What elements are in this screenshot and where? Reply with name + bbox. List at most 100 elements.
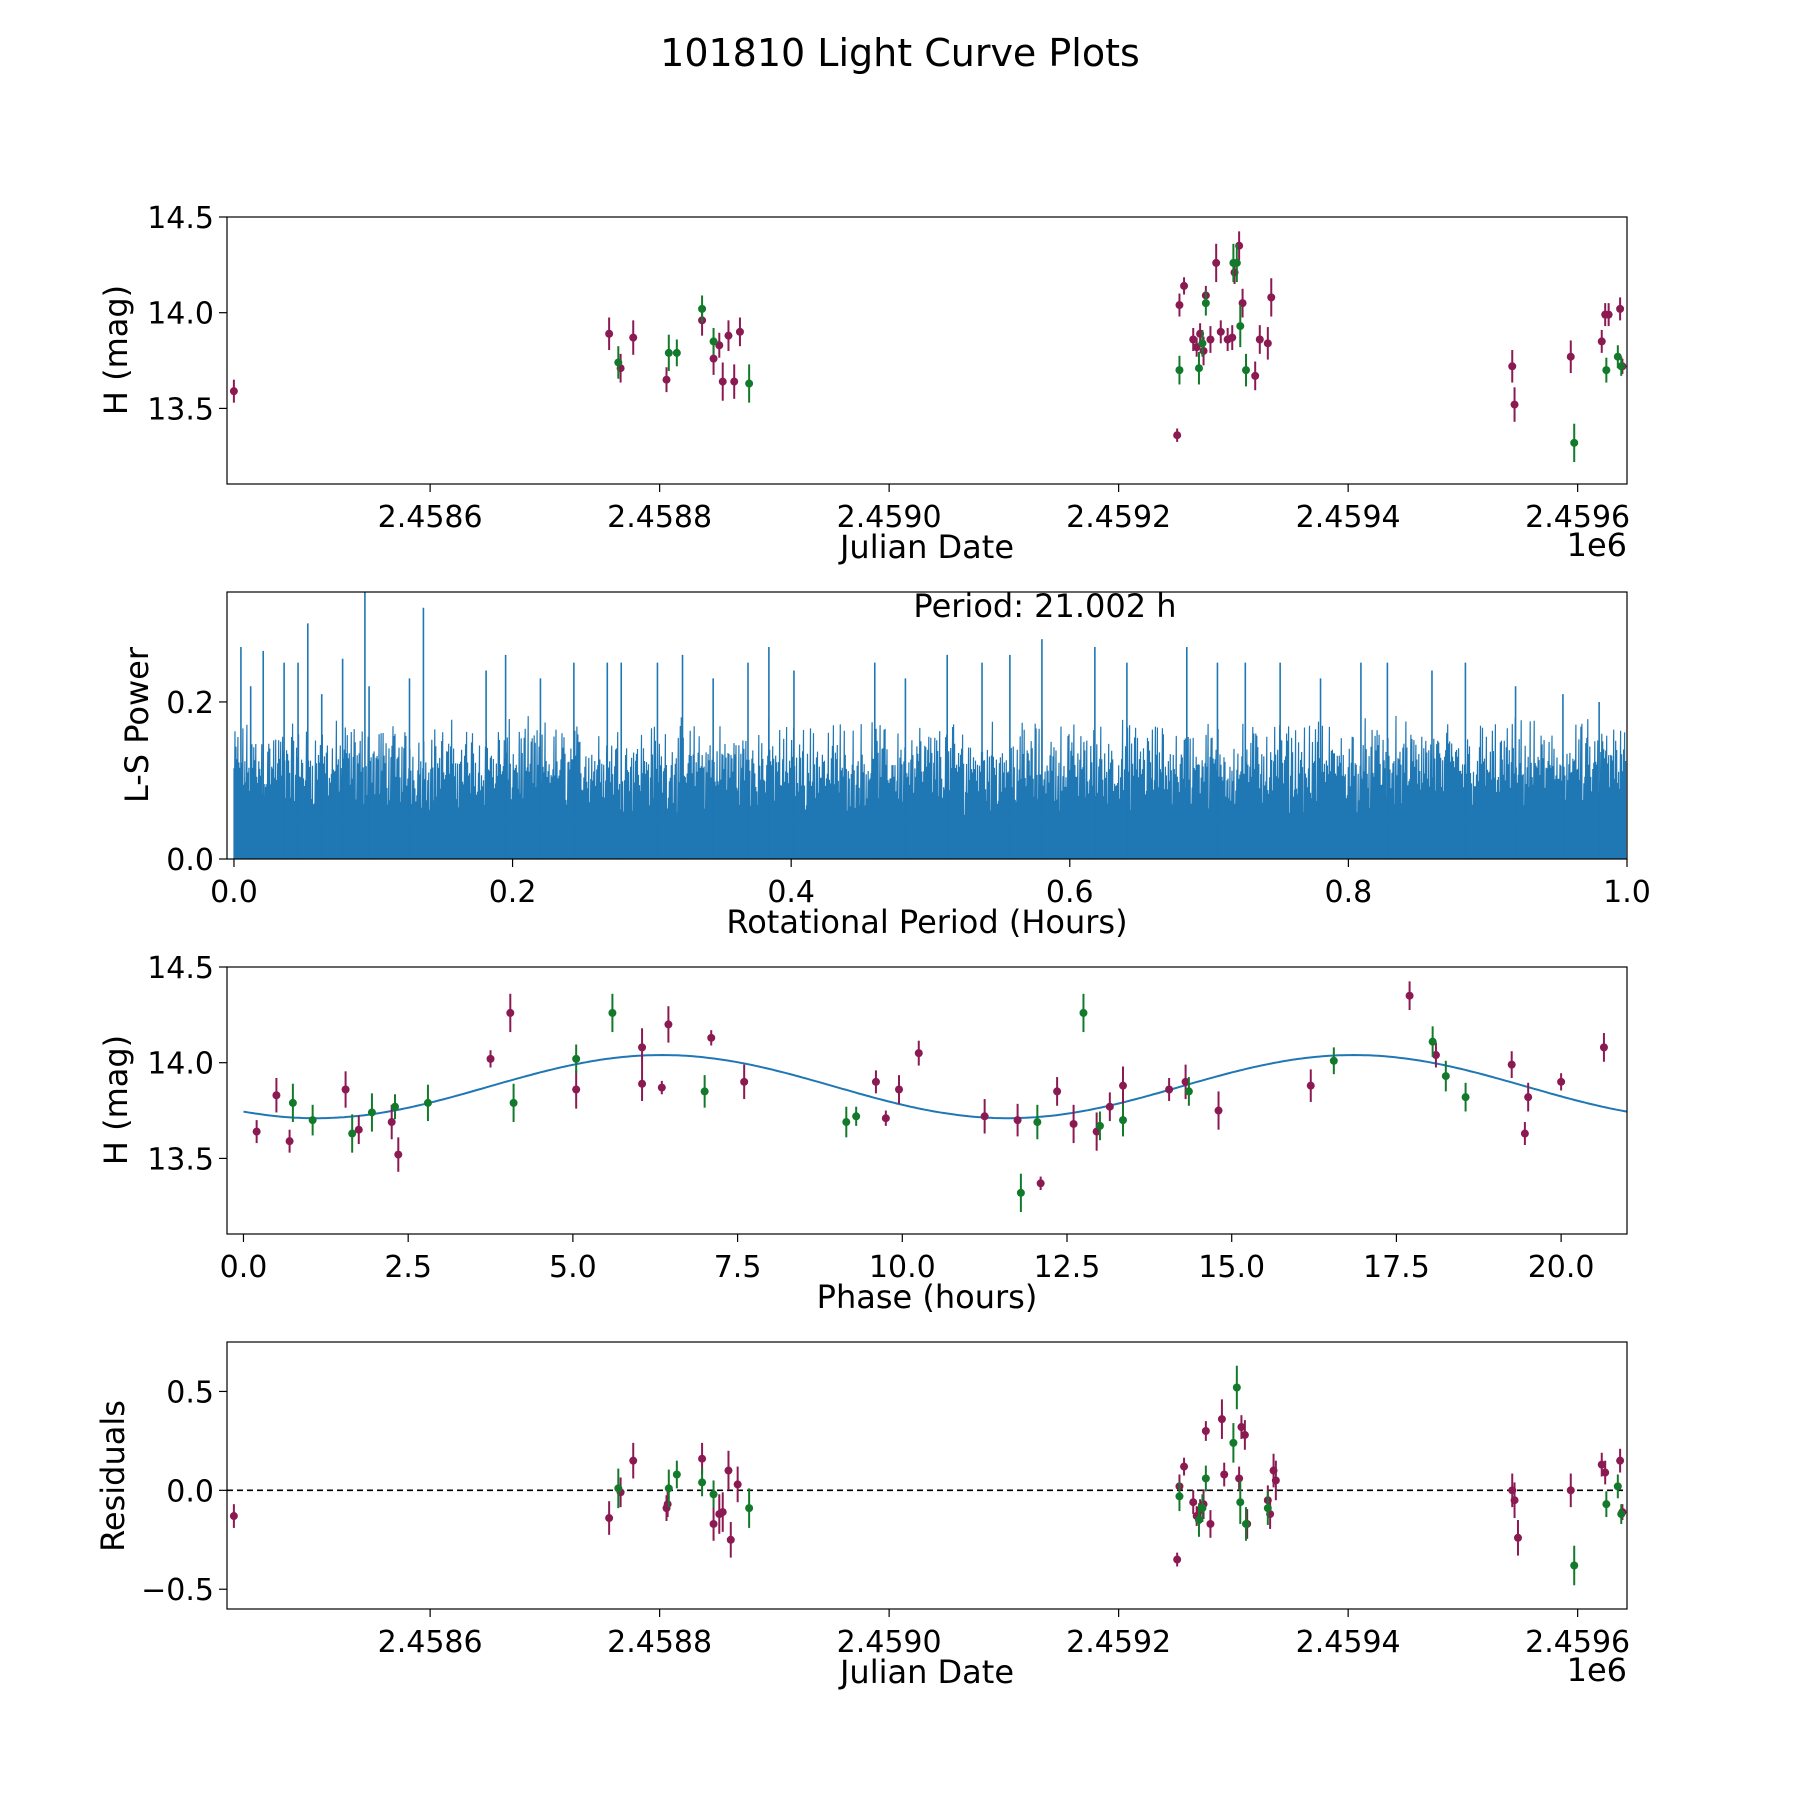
lightcurve-xtick-label: 2.4594 [1296,500,1401,535]
phased-xtick-label: 5.0 [549,1250,597,1285]
lightcurve-xtick-label: 2.4592 [1066,500,1171,535]
lightcurve-xtick-label: 2.4590 [837,500,942,535]
lightcurve-point-red [724,331,733,340]
lightcurve-point-red [1175,301,1184,310]
residuals-point-red [698,1454,707,1463]
residuals-point-green [1570,1561,1579,1570]
phased-point-red [1181,1077,1190,1086]
residuals-point-green [1198,1504,1207,1513]
residuals-point-red [1510,1496,1519,1505]
lightcurve-point-red [730,377,739,386]
phased-point-red [664,1020,673,1029]
residuals-point-green [698,1478,707,1487]
phased-xtick-label: 0.0 [220,1250,268,1285]
residuals-point-green [1201,1474,1210,1483]
lightcurve-point-red [1189,335,1198,344]
lightcurve-point-red [1597,337,1606,346]
lightcurve-xlabel: Julian Date [838,528,1014,566]
periodogram-xtick-label: 0.0 [210,875,258,910]
residuals-point-green [614,1484,623,1493]
residuals-point-red [1173,1555,1182,1564]
residuals-point-red [724,1466,733,1475]
residuals-point-green [1263,1504,1272,1513]
residuals-point-red [663,1500,672,1509]
phased-point-green [288,1098,297,1107]
phased-point-red [354,1125,363,1134]
residuals-point-red [1180,1462,1189,1471]
residuals-panel: 2.4586 2.4588 2.4590 2.4592 2.4594 2.4596 −0.5… [94,1341,1630,1691]
lightcurve-point-red [1267,293,1276,302]
lightcurve-point-red [1216,327,1225,336]
lightcurve-point-green [1236,322,1245,331]
phased-point-red [638,1043,647,1052]
residuals-point-red [1597,1460,1606,1469]
phased-point-green [842,1118,851,1127]
lightcurve-ytick-label: 14.0 [147,297,214,332]
residuals-data [227,1365,1627,1586]
lightcurve-point-green [1570,438,1579,447]
lightcurve-point-green [1613,352,1622,361]
lightcurve-point-red [1192,343,1201,352]
residuals-point-red [733,1480,742,1489]
lightcurve-point-red [715,341,724,350]
lightcurve-point-red [1604,310,1613,319]
phased-point-red [486,1054,495,1063]
phased-point-green [509,1098,518,1107]
lightcurve-point-green [1602,366,1611,375]
residuals-frame [226,1341,1628,1610]
residuals-ylabel: Residuals [94,1400,132,1552]
periodogram-spectrum [233,715,1627,860]
lightcurve-point-red [1255,335,1264,344]
phased-xtick-label: 7.5 [714,1250,762,1285]
periodogram-xtick-label: 0.8 [1325,875,1373,910]
lightcurve-point-red [605,329,614,338]
phased-point-red [1520,1129,1529,1138]
residuals-point-red [1237,1423,1246,1432]
residuals-point-green [1613,1482,1622,1491]
phased-point-green [1329,1056,1338,1065]
phased-ytick-label: 14.0 [147,1047,214,1082]
lightcurve-point-red [1251,371,1260,380]
residuals-point-green [745,1504,754,1513]
residuals-xtick-label: 2.4588 [607,1625,712,1660]
phased-point-red [871,1077,880,1086]
lightcurve-point-red [1228,333,1237,342]
residuals-point-red [718,1508,727,1517]
phased-point-green [700,1087,709,1096]
residuals-ytick-label: 0.0 [166,1474,214,1509]
lightcurve-axes: 2.4586 2.4588 2.4590 2.4592 2.4594 2.4596 13.5… [147,201,1630,535]
lightcurve-ytick-label: 13.5 [147,392,214,427]
phased-xtick-label: 15.0 [1198,1250,1265,1285]
residuals-point-red [605,1514,614,1523]
residuals-point-red [1206,1519,1215,1528]
residuals-point-green [1617,1510,1626,1519]
phased-point-red [387,1118,396,1127]
lightcurve-point-red [1510,400,1519,409]
lightcurve-point-green [1198,339,1207,348]
residuals-point-red [229,1512,238,1521]
lightcurve-point-green [1242,366,1251,375]
residuals-point-red [629,1456,638,1465]
lightcurve-point-green [745,379,754,388]
figure-title: 101810 Light Curve Plots [660,31,1140,75]
phased-data [243,981,1628,1212]
phased-point-red [1557,1077,1566,1086]
residuals-xtick-label: 2.4586 [378,1625,483,1660]
phased-point-red [272,1091,281,1100]
phased-axes: 0.0 2.5 5.0 7.5 10.0 12.5 15.0 17.5 20.0 13.5 14.0… [147,951,1594,1285]
phased-point-green [423,1098,432,1107]
residuals-point-green [1194,1516,1203,1524]
phased-point-red [1306,1081,1315,1090]
residuals-xtick-label: 2.4594 [1296,1625,1401,1660]
periodogram-ylabel: L-S Power [118,646,156,803]
residuals-ytick-label: −0.5 [141,1573,214,1608]
periodogram-xtick-label: 1.0 [1603,875,1651,910]
residuals-point-green [709,1490,718,1499]
phased-point-red [895,1085,903,1094]
phased-point-green [1441,1072,1450,1081]
phased-point-green [1184,1087,1193,1096]
residuals-axes: 2.4586 2.4588 2.4590 2.4592 2.4594 2.4596 −0.5… [141,1375,1630,1660]
periodogram-data [233,592,1627,860]
phased-point-green [348,1129,357,1138]
